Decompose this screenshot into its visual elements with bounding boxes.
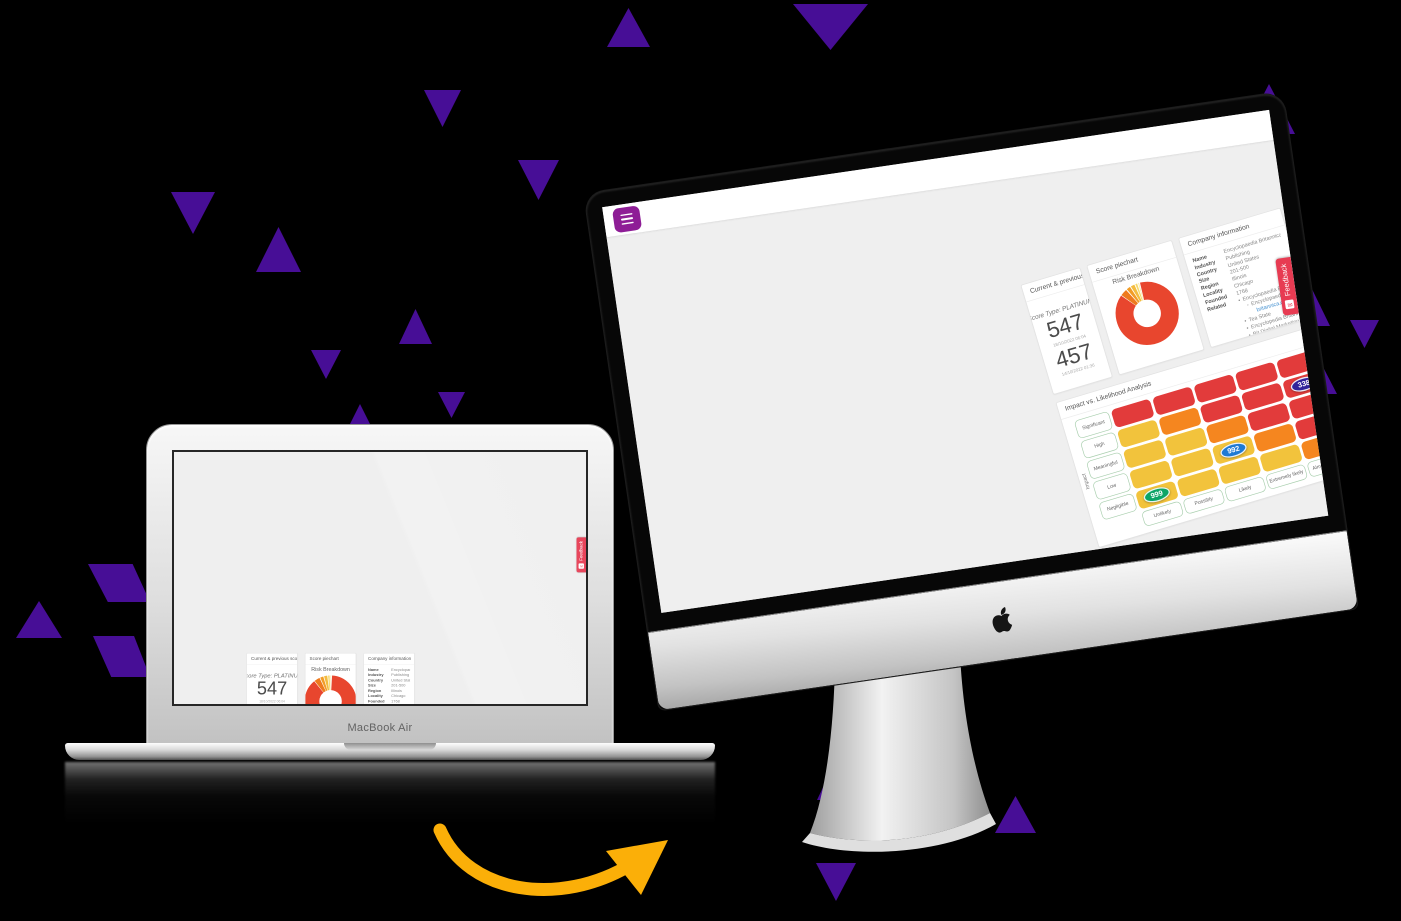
- current-score-date: 18/10/2022 06:04: [259, 699, 285, 704]
- triangle-decor: [438, 392, 465, 418]
- score-piechart-panel-title: Score piechart: [305, 653, 356, 665]
- company-field-value: Encyclopaedia Britannica: [391, 667, 410, 673]
- macbook-screen: Current & previous scoreScore Type: PLAT…: [172, 450, 588, 706]
- hamburger-icon: [620, 212, 634, 225]
- company-field-label: Founded: [368, 699, 385, 704]
- company-field-label: Industry: [368, 672, 384, 678]
- risk-breakdown-donut-chart: [305, 675, 356, 704]
- score-piechart-panel: Score piechart Risk Breakdown: [305, 653, 357, 704]
- triangle-decor: [1350, 320, 1379, 348]
- company-field-value: 1768: [391, 699, 400, 704]
- macbook-reflection: [65, 762, 715, 824]
- y-tick-label: 700: [1307, 248, 1314, 257]
- y-tick-label: 400: [1320, 290, 1327, 299]
- imac-monitor: Current & previous scoreScore Type: PLAT…: [584, 91, 1358, 711]
- company-info-panel: Company information Name Encyclopaedia Bri…: [363, 653, 415, 706]
- company-related-list: •Encyclopaedia Britannica◦Encyclopaedia …: [391, 704, 410, 706]
- feedback-label: Feedback: [1279, 262, 1293, 297]
- company-field-label: Name: [368, 667, 379, 673]
- macbook-laptop: Current & previous scoreScore Type: PLAT…: [65, 424, 715, 844]
- triangle-decor: [816, 863, 856, 901]
- triangle-decor: [399, 309, 432, 344]
- x-tick-label: 14/12: [1324, 295, 1328, 304]
- apple-logo: [992, 607, 1013, 633]
- company-field: Name Encyclopaedia Britannica: [368, 667, 410, 672]
- company-field-value: Illinois: [391, 688, 403, 694]
- company-field-value: Chicago: [391, 693, 406, 699]
- company-field: Region Illinois: [368, 689, 410, 694]
- bullet-icon: ◦: [1245, 301, 1250, 309]
- risk-breakdown-title: Risk Breakdown: [311, 665, 350, 673]
- score-piechart-panel: Score piechart Risk Breakdown: [1086, 239, 1205, 376]
- triangle-decor: [16, 601, 62, 638]
- triangle-decor: [311, 350, 341, 379]
- previous-score-value: 457: [257, 704, 287, 705]
- macbook-lid: Current & previous scoreScore Type: PLAT…: [146, 424, 614, 744]
- feedback-label: Feedback: [578, 541, 584, 562]
- company-field: Country United States: [368, 678, 410, 683]
- triangle-decor: [607, 8, 650, 47]
- menu-button[interactable]: [611, 204, 643, 233]
- y-tick-label: 1000: [1293, 205, 1302, 214]
- company-related-row: Related•Encyclopaedia Britannica◦Encyclo…: [368, 704, 410, 706]
- score-piechart-panel-body: Risk Breakdown: [305, 665, 356, 704]
- macbook-air-label: MacBook Air: [347, 722, 413, 734]
- company-field-label: Locality: [368, 693, 383, 699]
- parallelogram-decor: [93, 636, 150, 677]
- y-tick-label: 500: [1315, 276, 1322, 285]
- triangle-decor: [256, 227, 301, 272]
- y-tick-label: 600: [1311, 262, 1318, 271]
- company-info-panel-body: Name Encyclopaedia Britannica Industry Publ…: [364, 665, 414, 706]
- bullet-icon: •: [1237, 296, 1241, 304]
- triangle-decor: [424, 90, 461, 127]
- current-score-value: 547: [256, 678, 288, 699]
- triangle-decor: [518, 160, 559, 200]
- impact-likelihood-distribution-panel: Impact vs. Likelihood DistributionImpact…: [1321, 266, 1329, 470]
- company-field: Industry Publishing: [368, 673, 410, 678]
- triangle-decor: [171, 192, 215, 234]
- imac-chin: [647, 530, 1358, 711]
- company-info-panel-title: Company information: [363, 653, 415, 665]
- envelope-icon: ✉: [1284, 299, 1295, 310]
- company-field-label: Size: [368, 683, 376, 688]
- related-item-text: Encyclopaedia Britannica: [394, 704, 414, 706]
- score-piechart-panel-body: Risk Breakdown: [1092, 258, 1203, 375]
- related-item: •Encyclopaedia Britannica: [391, 704, 410, 706]
- company-field-label: Country: [368, 678, 384, 683]
- parallelogram-decor: [88, 564, 150, 602]
- score-panel-title: Current & previous score: [246, 653, 298, 665]
- y-tick-label: 900: [1298, 219, 1305, 228]
- arrow-graphic: [433, 823, 668, 896]
- macbook-base: [65, 743, 715, 760]
- company-field-label: Region: [368, 688, 382, 694]
- imac-stand: [802, 653, 996, 852]
- y-tick-label: 800: [1303, 234, 1310, 243]
- company-field-value: 201-500: [391, 683, 406, 688]
- imac-screen: Current & previous scoreScore Type: PLAT…: [602, 109, 1329, 613]
- heatmap-badge: 338: [1289, 374, 1320, 395]
- imac-bezel: Current & previous scoreScore Type: PLAT…: [584, 91, 1358, 711]
- score-panel: Current & previous scoreScore Type: PLAT…: [246, 653, 298, 705]
- company-field: Founded 1768: [368, 699, 410, 704]
- company-field-value: Publishing: [391, 672, 410, 678]
- triangle-decor: [793, 4, 868, 50]
- dashboard-imac: Current & previous scoreScore Type: PLAT…: [602, 109, 1329, 613]
- risk-breakdown-donut-chart: [1115, 281, 1179, 345]
- company-field: Size 201-500: [368, 683, 410, 688]
- bullet-icon: •: [391, 704, 392, 706]
- bullet-icon: •: [1247, 331, 1252, 339]
- dashboard-topbar: [602, 109, 1274, 238]
- score-type-label: Score Type: PLATINUM: [247, 672, 298, 679]
- dashboard-laptop: Current & previous scoreScore Type: PLAT…: [174, 452, 586, 706]
- company-field-value: United States: [391, 678, 410, 683]
- company-related-label: Related: [368, 704, 389, 706]
- envelope-icon: ✉: [578, 563, 584, 569]
- feedback-button[interactable]: ✉ Feedback: [576, 537, 586, 573]
- company-field: Locality Chicago: [368, 694, 410, 699]
